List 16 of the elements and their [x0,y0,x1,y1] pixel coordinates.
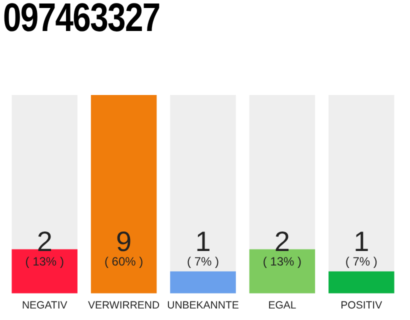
data-label: 2 [274,226,290,258]
x-tick-label: EGAL [268,300,296,312]
data-label: 2 [36,226,52,258]
x-tick-label: POSITIV [340,300,382,312]
annotation: ( 7% ) [186,254,220,269]
annotation: ( 13% ) [262,254,302,269]
data-label: 1 [354,226,370,258]
data-label: 1 [195,226,211,258]
annotation: ( 60% ) [104,254,144,269]
x-tick-label: UNBEKANNTE [167,300,239,312]
annotation: ( 13% ) [25,254,64,269]
annotation: ( 7% ) [345,254,378,269]
data-label: 9 [116,226,132,258]
x-tick-label: NEGATIV [22,300,68,312]
chart-title: 097463327 [3,0,160,41]
x-tick-label: VERWIRREND [88,300,160,312]
